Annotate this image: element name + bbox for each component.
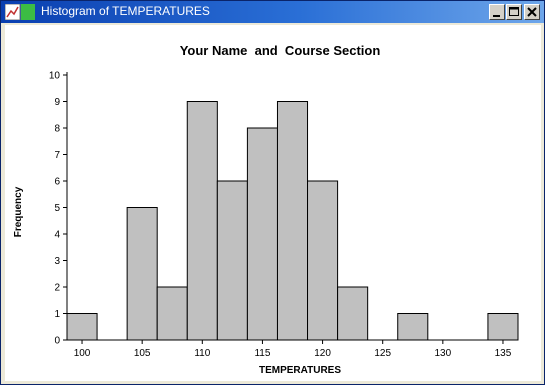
- histogram-bar: [397, 313, 429, 341]
- x-tick-label: 135: [495, 348, 512, 359]
- x-axis-label: TEMPERATURES: [259, 365, 341, 376]
- close-icon: [527, 7, 537, 17]
- chart-title: Your Name and Course Section: [180, 43, 381, 58]
- histogram-bar: [307, 180, 339, 341]
- title-bar[interactable]: Histogram of TEMPERATURES: [1, 1, 544, 23]
- x-tick-label: 110: [194, 348, 210, 359]
- minimize-button[interactable]: [489, 4, 505, 20]
- graph-area: Your Name and Course Section TEMPERATURE…: [5, 25, 541, 381]
- x-tick-label: 120: [314, 348, 331, 359]
- minimize-icon: [493, 15, 500, 17]
- y-tick-label: 8: [54, 124, 60, 135]
- y-axis-label: Frequency: [13, 186, 24, 237]
- y-tick-label: 6: [54, 177, 60, 188]
- x-tick-label: 105: [134, 348, 151, 359]
- window-title: Histogram of TEMPERATURES: [41, 4, 210, 18]
- y-tick-label: 10: [49, 71, 61, 82]
- axes: 0 1 2 3 4 5 6 7 8 9 10 100 105 110 115 120 125 130 135: [49, 71, 518, 359]
- y-tick-label: 0: [54, 336, 60, 347]
- close-button[interactable]: [524, 4, 540, 20]
- histogram-bar: [156, 286, 188, 341]
- y-tick-label: 5: [54, 203, 60, 214]
- y-tick-label: 1: [54, 309, 60, 320]
- y-tick-label: 4: [54, 230, 60, 241]
- x-tick-label: 100: [74, 348, 91, 359]
- histogram-bar: [66, 313, 98, 341]
- y-tick-label: 7: [54, 150, 60, 161]
- histogram-bar: [487, 313, 519, 341]
- y-tick-label: 9: [54, 97, 60, 108]
- x-tick-label: 115: [254, 348, 270, 359]
- histogram-bar: [246, 127, 278, 341]
- histogram-chart: Your Name and Course Section TEMPERATURE…: [13, 43, 519, 376]
- x-tick-label: 130: [434, 348, 451, 359]
- x-tick-label: 125: [374, 348, 391, 359]
- histogram-bar: [186, 101, 218, 341]
- histogram-bars: [66, 101, 519, 341]
- histogram-bar: [126, 207, 158, 341]
- y-tick-label: 3: [54, 256, 60, 267]
- histogram-bar: [276, 101, 309, 341]
- histogram-bar: [337, 286, 369, 341]
- y-tick-label: 2: [54, 283, 60, 294]
- graph-window-icon: [5, 4, 35, 20]
- maximize-button[interactable]: [506, 4, 522, 20]
- histogram-bar: [216, 180, 248, 341]
- maximize-icon: [509, 7, 519, 16]
